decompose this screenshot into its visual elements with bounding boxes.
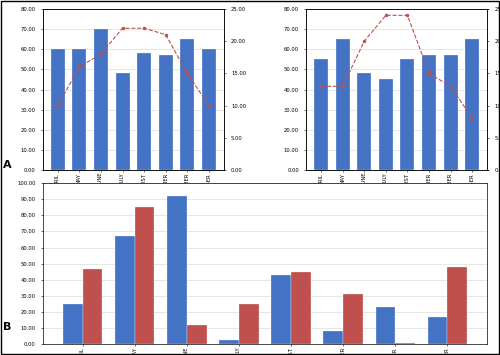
Bar <box>324 332 343 344</box>
Bar <box>358 73 372 170</box>
Legend: Average Relative Humidity (%), Average Temperature (oC): Average Relative Humidity (%), Average T… <box>64 256 203 260</box>
Bar <box>62 304 82 344</box>
Bar <box>72 49 86 170</box>
Bar <box>51 49 65 170</box>
Bar <box>343 294 363 344</box>
Bar <box>448 267 468 344</box>
Bar <box>167 196 187 344</box>
Bar <box>116 73 130 170</box>
Bar <box>376 307 396 344</box>
Bar <box>444 55 458 170</box>
Bar <box>219 339 239 344</box>
Bar <box>187 325 206 344</box>
Bar <box>428 317 448 344</box>
Legend: Average Relative Humidity (%), Average Temperature (oC): Average Relative Humidity (%), Average T… <box>327 256 466 260</box>
Bar <box>134 207 154 344</box>
Bar <box>180 39 194 170</box>
Bar <box>465 39 479 170</box>
Bar <box>239 304 258 344</box>
Bar <box>400 59 414 170</box>
Text: A: A <box>2 160 11 170</box>
Bar <box>291 272 311 344</box>
Bar <box>202 49 216 170</box>
X-axis label: (2016): (2016) <box>386 206 407 211</box>
Bar <box>137 53 151 170</box>
Bar <box>272 275 291 344</box>
Bar <box>94 29 108 170</box>
Text: B: B <box>2 322 11 332</box>
Bar <box>379 80 393 170</box>
Bar <box>82 268 102 344</box>
Bar <box>314 59 328 170</box>
Bar <box>396 343 415 344</box>
Bar <box>115 236 134 344</box>
Bar <box>158 55 172 170</box>
Bar <box>336 39 349 170</box>
X-axis label: (2015): (2015) <box>123 206 144 211</box>
Bar <box>422 55 436 170</box>
